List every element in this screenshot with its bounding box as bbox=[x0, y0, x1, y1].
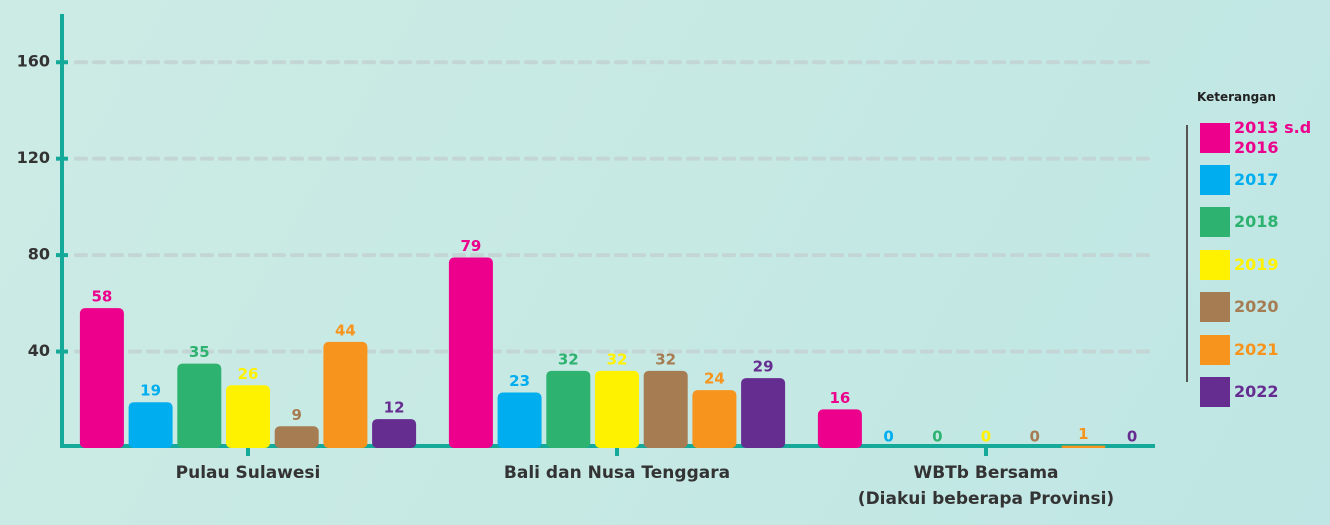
legend-item: 2022 bbox=[1200, 377, 1314, 407]
legend-swatch bbox=[1200, 207, 1230, 237]
legend-item: 2019 bbox=[1200, 250, 1314, 280]
bar bbox=[177, 364, 221, 448]
legend-swatch bbox=[1200, 377, 1230, 407]
bar bbox=[80, 308, 124, 448]
legend-label: 2017 bbox=[1234, 170, 1314, 190]
legend-swatch bbox=[1200, 165, 1230, 195]
bar bbox=[818, 409, 862, 448]
value-label: 79 bbox=[460, 237, 481, 255]
value-label: 9 bbox=[291, 406, 301, 424]
value-label: 19 bbox=[140, 382, 161, 400]
bar bbox=[449, 258, 493, 448]
bar bbox=[129, 402, 173, 448]
bar bbox=[372, 419, 416, 448]
legend-label: 2020 bbox=[1234, 297, 1314, 317]
legend-item: 2013 s.d 2016 bbox=[1200, 118, 1314, 158]
value-label: 32 bbox=[558, 350, 579, 368]
value-label: 35 bbox=[189, 343, 210, 361]
legend-label: 2018 bbox=[1234, 212, 1314, 232]
legend-item: 2017 bbox=[1200, 165, 1314, 195]
x-tick-label: Pulau Sulawesi bbox=[88, 460, 408, 486]
value-label: 32 bbox=[607, 350, 628, 368]
value-label: 0 bbox=[1127, 428, 1137, 446]
legend-swatch bbox=[1200, 335, 1230, 365]
value-label: 0 bbox=[1029, 428, 1039, 446]
chart: 4080120160581935269441279233232322429160… bbox=[0, 0, 1330, 525]
y-tick-label: 120 bbox=[17, 148, 50, 167]
page: 4080120160581935269441279233232322429160… bbox=[0, 0, 1330, 525]
y-tick-label: 40 bbox=[28, 341, 50, 360]
bar bbox=[546, 371, 590, 448]
legend-label: 2022 bbox=[1234, 382, 1314, 402]
legend-item: 2021 bbox=[1200, 335, 1314, 365]
bar bbox=[644, 371, 688, 448]
value-label: 12 bbox=[384, 399, 405, 417]
value-label: 0 bbox=[932, 428, 942, 446]
value-label: 58 bbox=[91, 288, 112, 306]
x-tick-label: Bali dan Nusa Tenggara bbox=[457, 460, 777, 486]
value-label: 29 bbox=[753, 358, 774, 376]
bar bbox=[226, 385, 270, 448]
value-label: 1 bbox=[1078, 425, 1088, 443]
legend-swatch bbox=[1200, 292, 1230, 322]
x-tick-label: WBTb Bersama (Diakui beberapa Provinsi) bbox=[826, 460, 1146, 512]
value-label: 44 bbox=[335, 321, 356, 339]
legend-item: 2020 bbox=[1200, 292, 1314, 322]
bar bbox=[275, 426, 319, 448]
legend-title: Keterangan bbox=[1197, 90, 1276, 104]
legend-item: 2018 bbox=[1200, 207, 1314, 237]
value-label: 16 bbox=[829, 389, 850, 407]
y-tick-label: 160 bbox=[17, 52, 50, 71]
value-label: 23 bbox=[509, 372, 530, 390]
y-tick-label: 80 bbox=[28, 245, 50, 264]
bar bbox=[595, 371, 639, 448]
value-label: 32 bbox=[655, 350, 676, 368]
value-label: 0 bbox=[981, 428, 991, 446]
legend-label: 2021 bbox=[1234, 340, 1314, 360]
bar bbox=[498, 393, 542, 448]
bar bbox=[323, 342, 367, 448]
legend-swatch bbox=[1200, 123, 1230, 153]
bar bbox=[692, 390, 736, 448]
value-label: 24 bbox=[704, 370, 725, 388]
value-label: 26 bbox=[238, 365, 259, 383]
value-label: 0 bbox=[883, 428, 893, 446]
bar bbox=[1061, 446, 1105, 448]
legend-label: 2019 bbox=[1234, 255, 1314, 275]
bar bbox=[741, 378, 785, 448]
legend-label: 2013 s.d 2016 bbox=[1234, 118, 1314, 158]
legend-swatch bbox=[1200, 250, 1230, 280]
